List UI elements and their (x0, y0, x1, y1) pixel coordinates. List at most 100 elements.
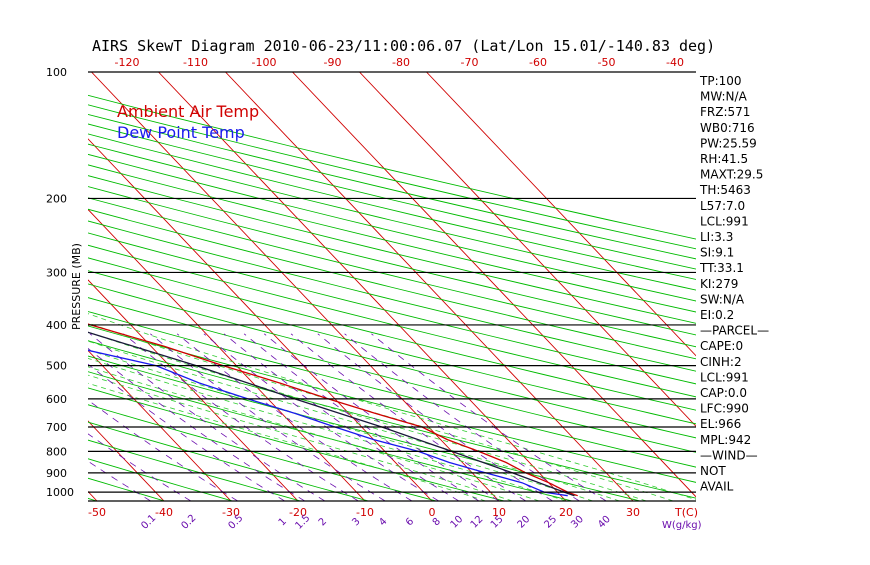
chart-title: AIRS SkewT Diagram 2010-06-23/11:00:06.0… (92, 37, 715, 55)
dry-adiabat-line (88, 197, 696, 348)
isotherm-line (88, 349, 232, 501)
index-entry: EI:0.2 (700, 308, 734, 322)
dry-adiabat-line (88, 153, 696, 302)
legend-dew-point-temp: Dew Point Temp (117, 123, 245, 142)
moist-adiabat-line (88, 322, 674, 501)
pressure-tick-label: 1000 (46, 486, 74, 499)
isotherm-line (88, 279, 299, 501)
mixing-ratio-line (317, 333, 553, 501)
mixing-ratio-label: 25 (542, 514, 559, 531)
mixing-ratio-line (203, 333, 439, 501)
mixing-ratio-label: 4 (377, 516, 389, 528)
mixing-ratio-label: 10 (449, 514, 466, 531)
moist-adiabat-line (88, 357, 567, 501)
mixing-ratio-line (88, 399, 238, 501)
isotherm-line (88, 420, 165, 501)
dry-adiabat-line (88, 113, 696, 260)
dry-adiabat-line (88, 311, 696, 468)
bottom-temp-tick: -20 (289, 506, 307, 519)
dry-adiabat-line (88, 232, 696, 385)
isotherm-line (292, 72, 696, 498)
index-entry: MW:N/A (700, 90, 748, 104)
mixing-ratio-line (88, 347, 305, 501)
index-entry: SI:9.1 (700, 246, 734, 260)
pressure-tick-labels: 100 200 300 400 500 600 700 800 900 1000 (46, 66, 74, 499)
dry-adiabat-line (88, 123, 696, 270)
index-entry: WB0:716 (700, 121, 755, 135)
top-temp-tick: -70 (461, 56, 479, 69)
index-entry: LFC:990 (700, 402, 749, 416)
top-temp-tick: -90 (324, 56, 342, 69)
dry-adiabat-line (88, 421, 369, 501)
dry-adiabat-line (88, 371, 573, 501)
isotherm-line (225, 72, 634, 501)
bottom-temp-tick: 30 (626, 506, 640, 519)
top-temp-tick: -80 (392, 56, 410, 69)
top-temp-tick: -50 (598, 56, 616, 69)
dry-adiabat-line (88, 164, 696, 313)
series-line (88, 323, 578, 497)
mixing-ratio-line (344, 333, 580, 501)
top-temp-tick: -110 (183, 56, 208, 69)
bottom-temp-tick: -40 (155, 506, 173, 519)
dry-adiabat-line (88, 283, 696, 439)
index-entry: SW:N/A (700, 292, 745, 306)
index-entry: EL:966 (700, 417, 741, 431)
mixing-ratio-line (88, 363, 285, 501)
bottom-temperature-ticks: -50 -40 -30 -20 -10 0 10 20 30 (88, 506, 640, 519)
top-temp-tick: -120 (115, 56, 140, 69)
dry-adiabat-line (88, 133, 696, 280)
mixing-ratio-label: 1 (277, 516, 289, 528)
isotherm-line (0, 72, 30, 501)
mixing-ratio-label: 12 (469, 514, 486, 531)
dry-adiabat-line (88, 244, 696, 398)
pressure-tick-label: 100 (46, 66, 67, 79)
mixing-ratio-labels: 0.1 0.2 0.5 1 1.5 2 3 4 6 8 10 12 15 20 25 30 40 (139, 513, 613, 532)
mixing-ratio-lines (88, 333, 607, 501)
pressure-tick-label: 300 (46, 266, 67, 279)
mixing-ratio-line (88, 433, 192, 501)
top-temp-tick: -100 (252, 56, 277, 69)
sounding-series (88, 323, 578, 497)
series-line (88, 349, 568, 497)
index-entry: RH:41.5 (700, 152, 748, 166)
top-temperature-ticks: -120 -110 -100 -90 -80 -70 -60 -50 -40 (115, 56, 684, 69)
mixing-ratio-label: 40 (596, 514, 613, 531)
index-entry: MAXT:29.5 (700, 168, 763, 182)
isotherm-line (158, 72, 567, 501)
moist-adiabat-line (88, 313, 696, 501)
isotherm-line (88, 138, 433, 501)
dry-adiabat-line (88, 404, 437, 501)
bottom-temp-tick: -50 (88, 506, 106, 519)
moist-adiabat-line (88, 340, 620, 501)
dry-adiabat-line (88, 297, 696, 453)
isotherm-lines (0, 72, 696, 501)
index-entry: CAPE:0 (700, 339, 743, 353)
mixing-ratio-line (123, 333, 359, 501)
bottom-temp-tick: -30 (222, 506, 240, 519)
index-entry: AVAIL (700, 480, 734, 494)
index-entry: TP:100 (699, 74, 742, 88)
dry-adiabat-line (88, 186, 696, 336)
index-entry: TT:33.1 (699, 261, 744, 275)
legend-ambient-air-temp: Ambient Air Temp (117, 102, 259, 121)
isotherm-line (359, 72, 696, 427)
top-temp-tick: -60 (529, 56, 547, 69)
mixing-ratio-line (371, 333, 607, 501)
mixing-ratio-line (89, 333, 326, 501)
mixing-ratio-label: 2 (317, 516, 329, 528)
bottom-temp-tick: 20 (559, 506, 573, 519)
index-entry: MPL:942 (700, 433, 751, 447)
pressure-tick-label: 500 (46, 360, 67, 373)
index-entry: CINH:2 (700, 355, 742, 369)
dry-adiabat-line (88, 143, 696, 291)
index-entry: PW:25.59 (700, 136, 757, 150)
bottom-temp-tick: 0 (429, 506, 436, 519)
mixing-ratio-label: 8 (431, 516, 443, 528)
index-entry: —WIND— (700, 448, 758, 462)
pressure-tick-label: 700 (46, 421, 67, 434)
index-entry: CAP:0.0 (700, 386, 747, 400)
dry-adiabat-line (88, 208, 696, 360)
